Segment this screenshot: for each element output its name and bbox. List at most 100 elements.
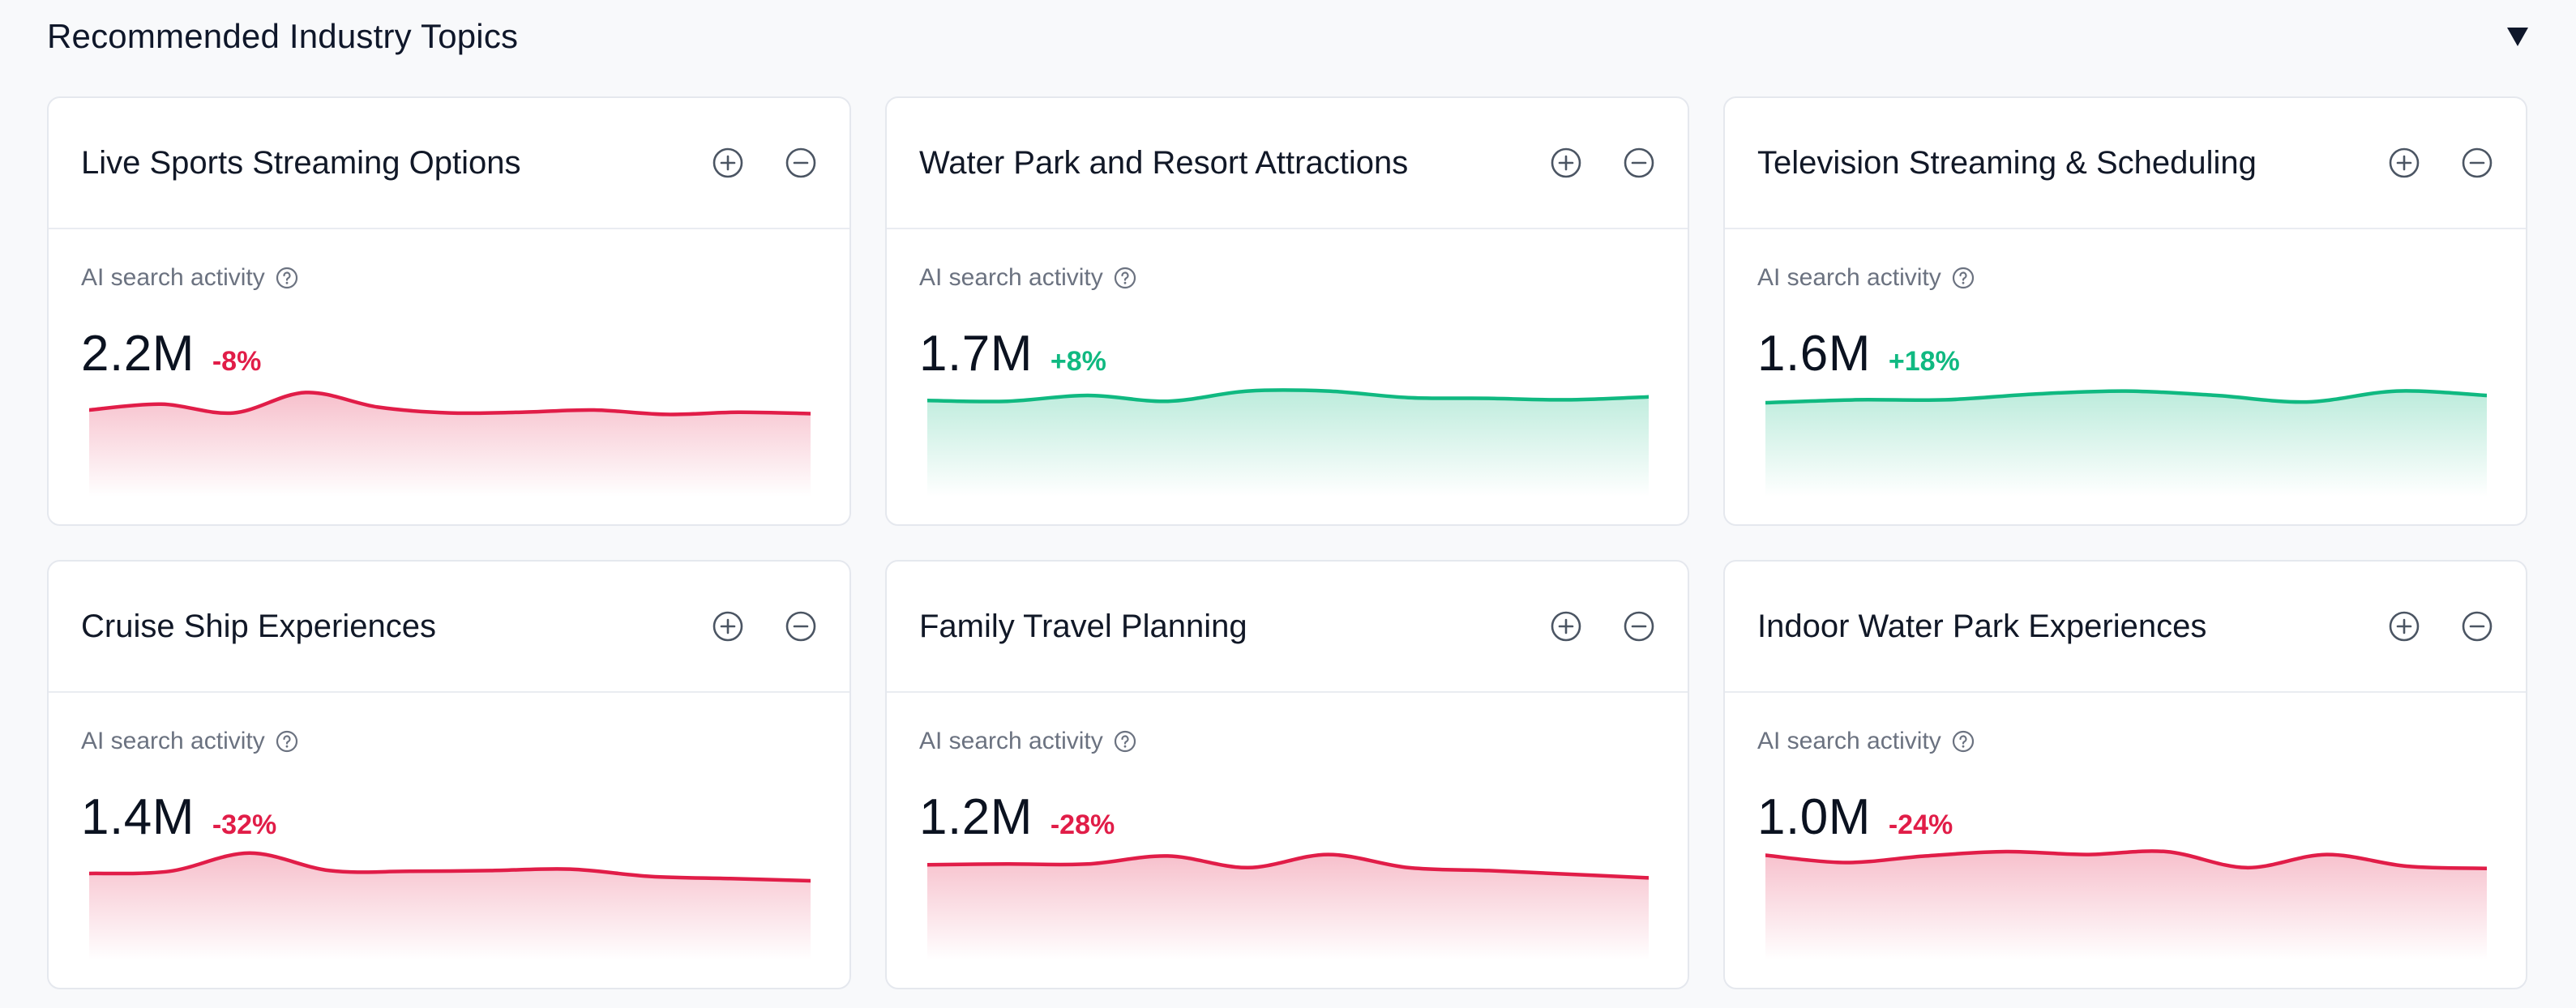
metric-value: 1.7M — [919, 326, 1033, 382]
topic-card-header: Cruise Ship Experiences — [49, 562, 849, 693]
topic-card: Water Park and Resort Attractions AI sea — [885, 96, 1689, 526]
sparkline-line — [927, 388, 1649, 404]
sparkline-area — [89, 392, 811, 497]
add-topic-button[interactable] — [1550, 147, 1582, 179]
section-header: Recommended Industry Topics — [47, 0, 2529, 73]
metric-row: 1.7M +8% — [919, 325, 1655, 382]
metric-change: -32% — [212, 809, 277, 840]
topic-card: Live Sports Streaming Options AI search — [47, 96, 851, 526]
add-topic-button[interactable] — [712, 147, 744, 179]
topic-card-grid: Live Sports Streaming Options AI search — [47, 96, 2527, 989]
metric-row: 1.0M -24% — [1757, 788, 2493, 845]
metric-value: 1.0M — [1757, 789, 1871, 845]
metric-label: AI search activity — [81, 728, 265, 754]
help-icon[interactable] — [275, 266, 299, 290]
topic-card: Television Streaming & Scheduling AI sea — [1723, 96, 2527, 526]
metric-label: AI search activity — [1757, 728, 1941, 754]
topic-card: Indoor Water Park Experiences AI search — [1723, 560, 2527, 989]
help-icon[interactable] — [1113, 729, 1137, 754]
metric-label: AI search activity — [919, 728, 1103, 754]
sparkline-area — [89, 852, 811, 960]
topic-card-header: Family Travel Planning — [887, 562, 1688, 693]
topic-card-title: Family Travel Planning — [919, 608, 1247, 644]
topic-card-actions — [2388, 610, 2493, 643]
metric-change: +8% — [1050, 346, 1106, 377]
topic-card-title: Live Sports Streaming Options — [81, 144, 521, 181]
sparkline-line — [89, 391, 811, 416]
remove-topic-button[interactable] — [1623, 147, 1655, 179]
sparkline-chart — [1765, 389, 2487, 497]
metric-label-row: AI search activity — [1757, 725, 2493, 758]
remove-topic-button[interactable] — [1623, 610, 1655, 643]
metric-label-row: AI search activity — [1757, 262, 2493, 294]
metric-value: 1.4M — [81, 789, 195, 845]
sparkline-area — [927, 854, 1649, 960]
metric-value: 1.2M — [919, 789, 1033, 845]
help-icon[interactable] — [1951, 266, 1975, 290]
topic-card-header: Television Streaming & Scheduling — [1725, 98, 2526, 229]
metric-row: 1.4M -32% — [81, 788, 817, 845]
collapse-toggle-button[interactable] — [2500, 19, 2535, 54]
metric-row: 1.2M -28% — [919, 788, 1655, 845]
metric-label-row: AI search activity — [81, 262, 817, 294]
topic-card-actions — [1550, 147, 1655, 179]
metric-change: +18% — [1888, 346, 1960, 377]
metric-change: -24% — [1888, 809, 1953, 840]
topic-card-actions — [2388, 147, 2493, 179]
add-topic-button[interactable] — [1550, 610, 1582, 643]
topic-card-body: AI search activity 1.2M -28% — [887, 693, 1688, 845]
metric-label: AI search activity — [919, 264, 1103, 291]
metric-label-row: AI search activity — [919, 262, 1655, 294]
metric-change: -8% — [212, 346, 262, 377]
sparkline-line — [1765, 849, 2487, 870]
topic-card: Cruise Ship Experiences AI search activi — [47, 560, 851, 989]
sparkline-area — [927, 390, 1649, 497]
metric-value: 2.2M — [81, 326, 195, 382]
topic-card-header: Water Park and Resort Attractions — [887, 98, 1688, 229]
metric-change: -28% — [1050, 809, 1115, 840]
help-icon[interactable] — [1113, 266, 1137, 290]
topic-card: Family Travel Planning AI search activit — [885, 560, 1689, 989]
remove-topic-button[interactable] — [785, 610, 817, 643]
metric-label-row: AI search activity — [81, 725, 817, 758]
topic-card-title: Cruise Ship Experiences — [81, 608, 436, 644]
help-icon[interactable] — [275, 729, 299, 754]
topic-card-body: AI search activity 1.7M +8% — [887, 229, 1688, 382]
remove-topic-button[interactable] — [2461, 610, 2493, 643]
topic-card-title: Indoor Water Park Experiences — [1757, 608, 2207, 644]
help-icon[interactable] — [1951, 729, 1975, 754]
metric-row: 2.2M -8% — [81, 325, 817, 382]
add-topic-button[interactable] — [2388, 147, 2420, 179]
topic-card-actions — [1550, 610, 1655, 643]
sparkline-area — [1765, 391, 2487, 497]
topic-card-title: Water Park and Resort Attractions — [919, 144, 1409, 181]
sparkline-chart — [927, 852, 1649, 960]
sparkline-chart — [89, 391, 811, 497]
topic-card-title: Television Streaming & Scheduling — [1757, 144, 2257, 181]
remove-topic-button[interactable] — [785, 147, 817, 179]
topic-card-body: AI search activity 1.0M -24% — [1725, 693, 2526, 845]
metric-value: 1.6M — [1757, 326, 1871, 382]
metric-label: AI search activity — [1757, 264, 1941, 291]
sparkline-line — [927, 852, 1649, 880]
topic-card-body: AI search activity 2.2M -8% — [49, 229, 849, 382]
metric-label-row: AI search activity — [919, 725, 1655, 758]
topic-card-header: Indoor Water Park Experiences — [1725, 562, 2526, 693]
section-title: Recommended Industry Topics — [47, 17, 519, 55]
sparkline-chart — [927, 388, 1649, 497]
topic-card-actions — [712, 147, 817, 179]
add-topic-button[interactable] — [2388, 610, 2420, 643]
sparkline-chart — [1765, 849, 2487, 960]
metric-label: AI search activity — [81, 264, 265, 291]
metric-row: 1.6M +18% — [1757, 325, 2493, 382]
topic-card-actions — [712, 610, 817, 643]
triangle-down-icon — [2507, 28, 2528, 46]
sparkline-area — [1765, 851, 2487, 960]
topic-card-body: AI search activity 1.4M -32% — [49, 693, 849, 845]
remove-topic-button[interactable] — [2461, 147, 2493, 179]
topic-card-body: AI search activity 1.6M +18% — [1725, 229, 2526, 382]
topic-card-header: Live Sports Streaming Options — [49, 98, 849, 229]
sparkline-line — [1765, 389, 2487, 405]
add-topic-button[interactable] — [712, 610, 744, 643]
